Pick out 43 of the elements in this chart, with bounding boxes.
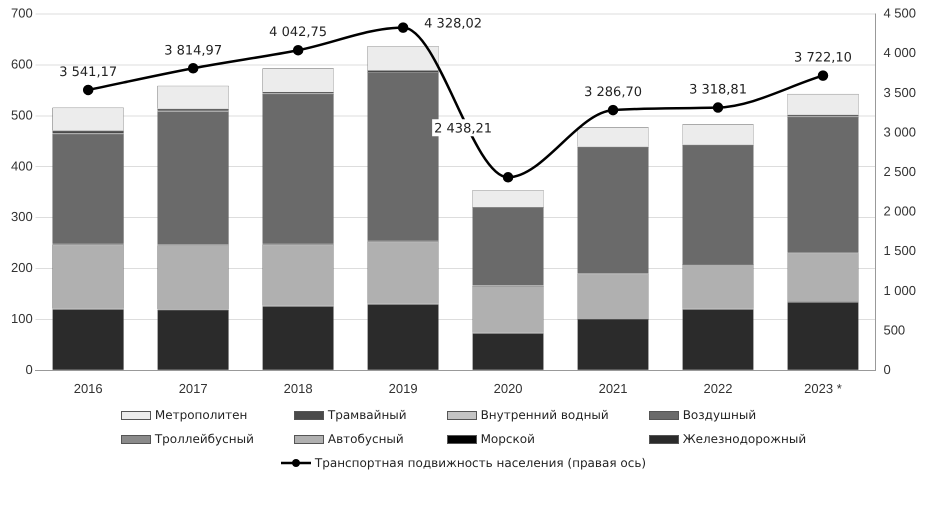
data-label: 3 541,17 (59, 64, 118, 80)
y2-tick-label: 4 500 (883, 6, 916, 21)
x-tick-label: 2022 (704, 380, 732, 396)
legend-label: Трамвайный (328, 408, 407, 422)
legend-label: Троллейбусный (154, 432, 254, 446)
legend-label: Транспортная подвижность населения (правая ось) (314, 456, 646, 470)
legend-label: Воздушный (682, 408, 756, 422)
y-tick-label: 200 (10, 260, 33, 276)
y-tick-label: 500 (10, 107, 33, 122)
data-label: 3 814,97 (164, 43, 222, 58)
data-label: 3 286,70 (584, 85, 642, 100)
x-tick-label: 2023 * (804, 380, 842, 396)
y2-tick-label: 1 500 (883, 243, 916, 258)
y2-tick-label: 2 500 (883, 164, 916, 179)
legend-label: Морской (480, 432, 535, 446)
data-label: 3 722,10 (794, 50, 852, 66)
y2-tick-label: 4 000 (883, 45, 916, 60)
y-tick-label: 600 (10, 56, 33, 72)
y-tick-label: 0 (25, 362, 33, 377)
x-tick-label: 2021 (598, 380, 628, 396)
data-label: 2 438,21 (434, 121, 492, 136)
data-label: 4 042,75 (269, 25, 328, 40)
legend-label: Метрополитен (154, 408, 248, 422)
data-label: 3 318,81 (689, 82, 747, 98)
y-tick-label: 300 (10, 209, 33, 224)
y-tick-label: 700 (10, 6, 33, 21)
y2-tick-label: 1 000 (883, 282, 916, 298)
y-tick-label: 400 (10, 158, 33, 174)
x-tick-label: 2020 (494, 380, 523, 396)
x-tick-label: 2016 (74, 380, 103, 396)
x-tick-label: 2019 (388, 380, 418, 396)
y-tick-label: 100 (10, 311, 33, 326)
x-tick-label: 2017 (178, 380, 208, 396)
y2-tick-label: 2 000 (883, 204, 916, 219)
y2-tick-label: 0 (883, 362, 891, 377)
y2-tick-label: 3 500 (883, 84, 916, 100)
legend-label: Внутренний водный (480, 408, 609, 422)
legend-label: Железнодорожный (682, 432, 806, 446)
legend-label: Автобусный (328, 432, 404, 446)
y2-tick-label: 3 000 (883, 124, 916, 140)
x-tick-label: 2018 (284, 380, 313, 396)
data-label: 4 328,02 (424, 16, 482, 32)
y2-tick-label: 500 (883, 322, 906, 338)
